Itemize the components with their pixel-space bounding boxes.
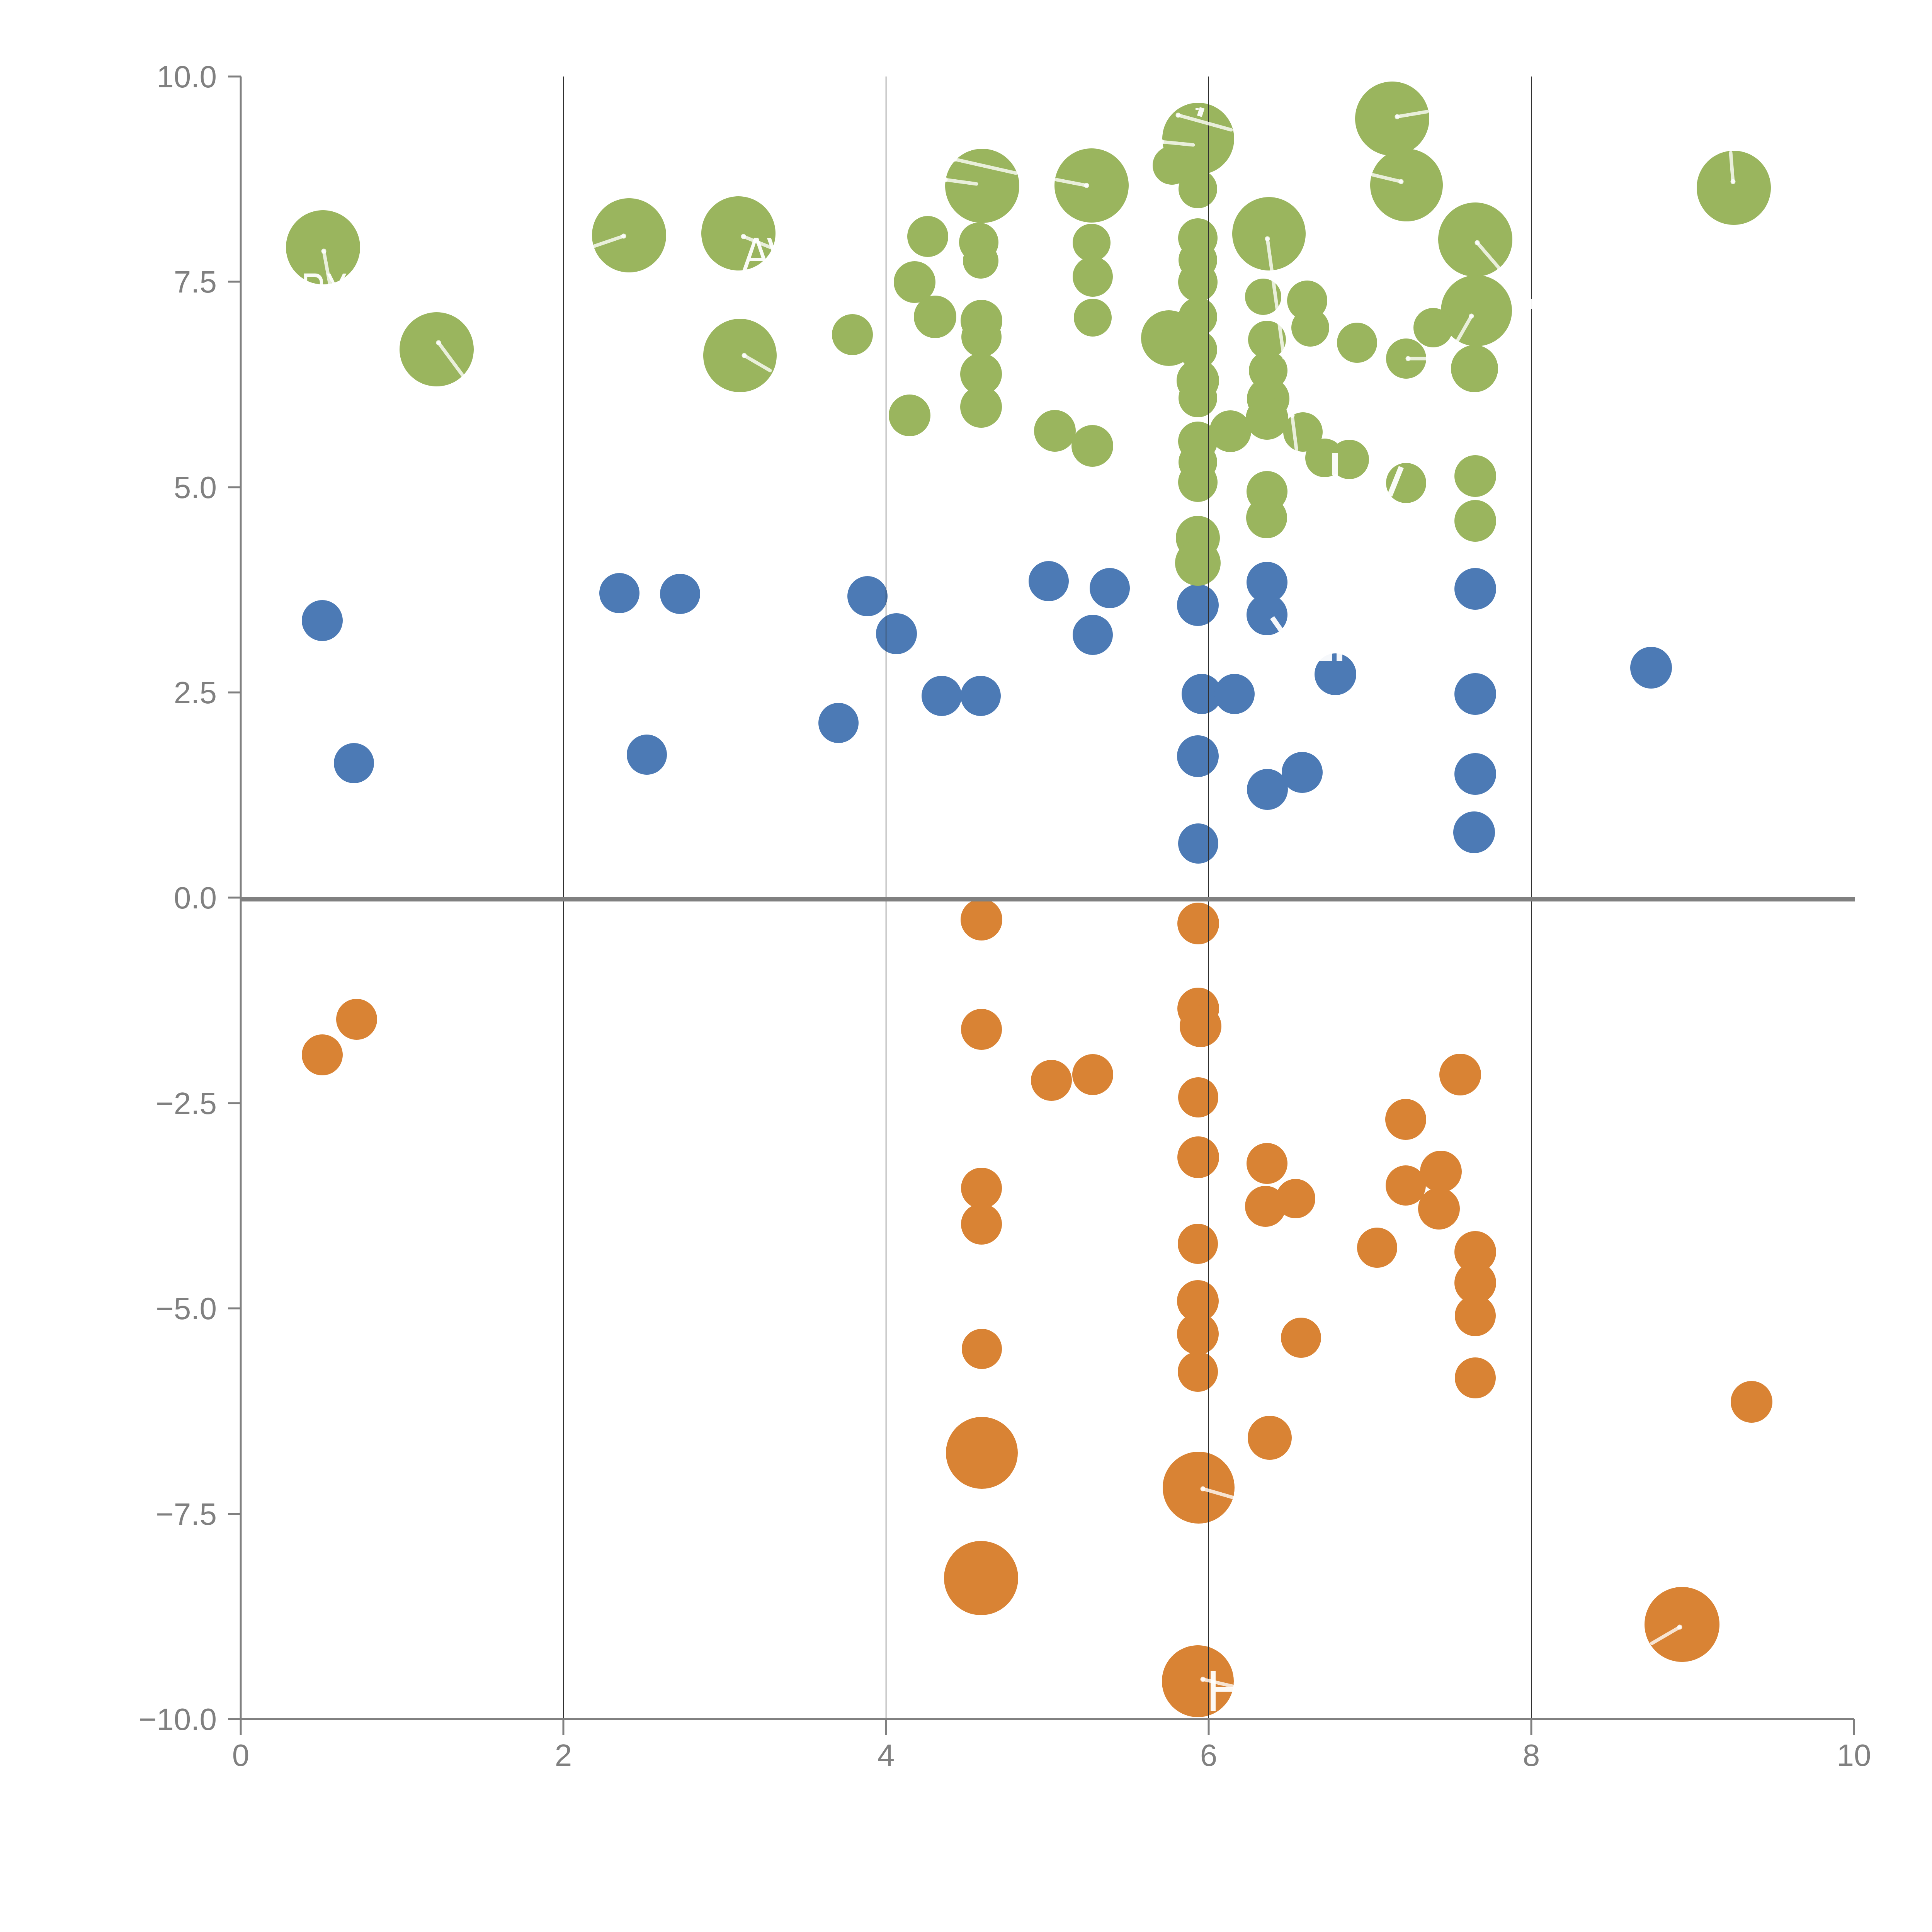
svg-text:−10.0: −10.0 [139,1702,217,1736]
svg-text:0.0: 0.0 [174,881,217,915]
svg-text:5.0: 5.0 [174,470,217,505]
svg-text:10: 10 [1837,1738,1871,1772]
svg-text:RX: RX [301,264,348,317]
svg-text:−2.5: −2.5 [156,1086,217,1121]
svg-text:8: 8 [1523,1738,1540,1772]
svg-text:10.0: 10.0 [156,60,217,94]
svg-text:2: 2 [555,1738,572,1772]
svg-text:0: 0 [232,1738,250,1772]
svg-text:2.5: 2.5 [174,675,217,710]
svg-text:4: 4 [878,1738,895,1772]
svg-text:6: 6 [1200,1738,1218,1772]
svg-text:−5.0: −5.0 [156,1291,217,1326]
svg-text:−7.5: −7.5 [156,1497,217,1531]
svg-text:AV: AV [742,228,794,281]
svg-text:7.5: 7.5 [174,265,217,299]
